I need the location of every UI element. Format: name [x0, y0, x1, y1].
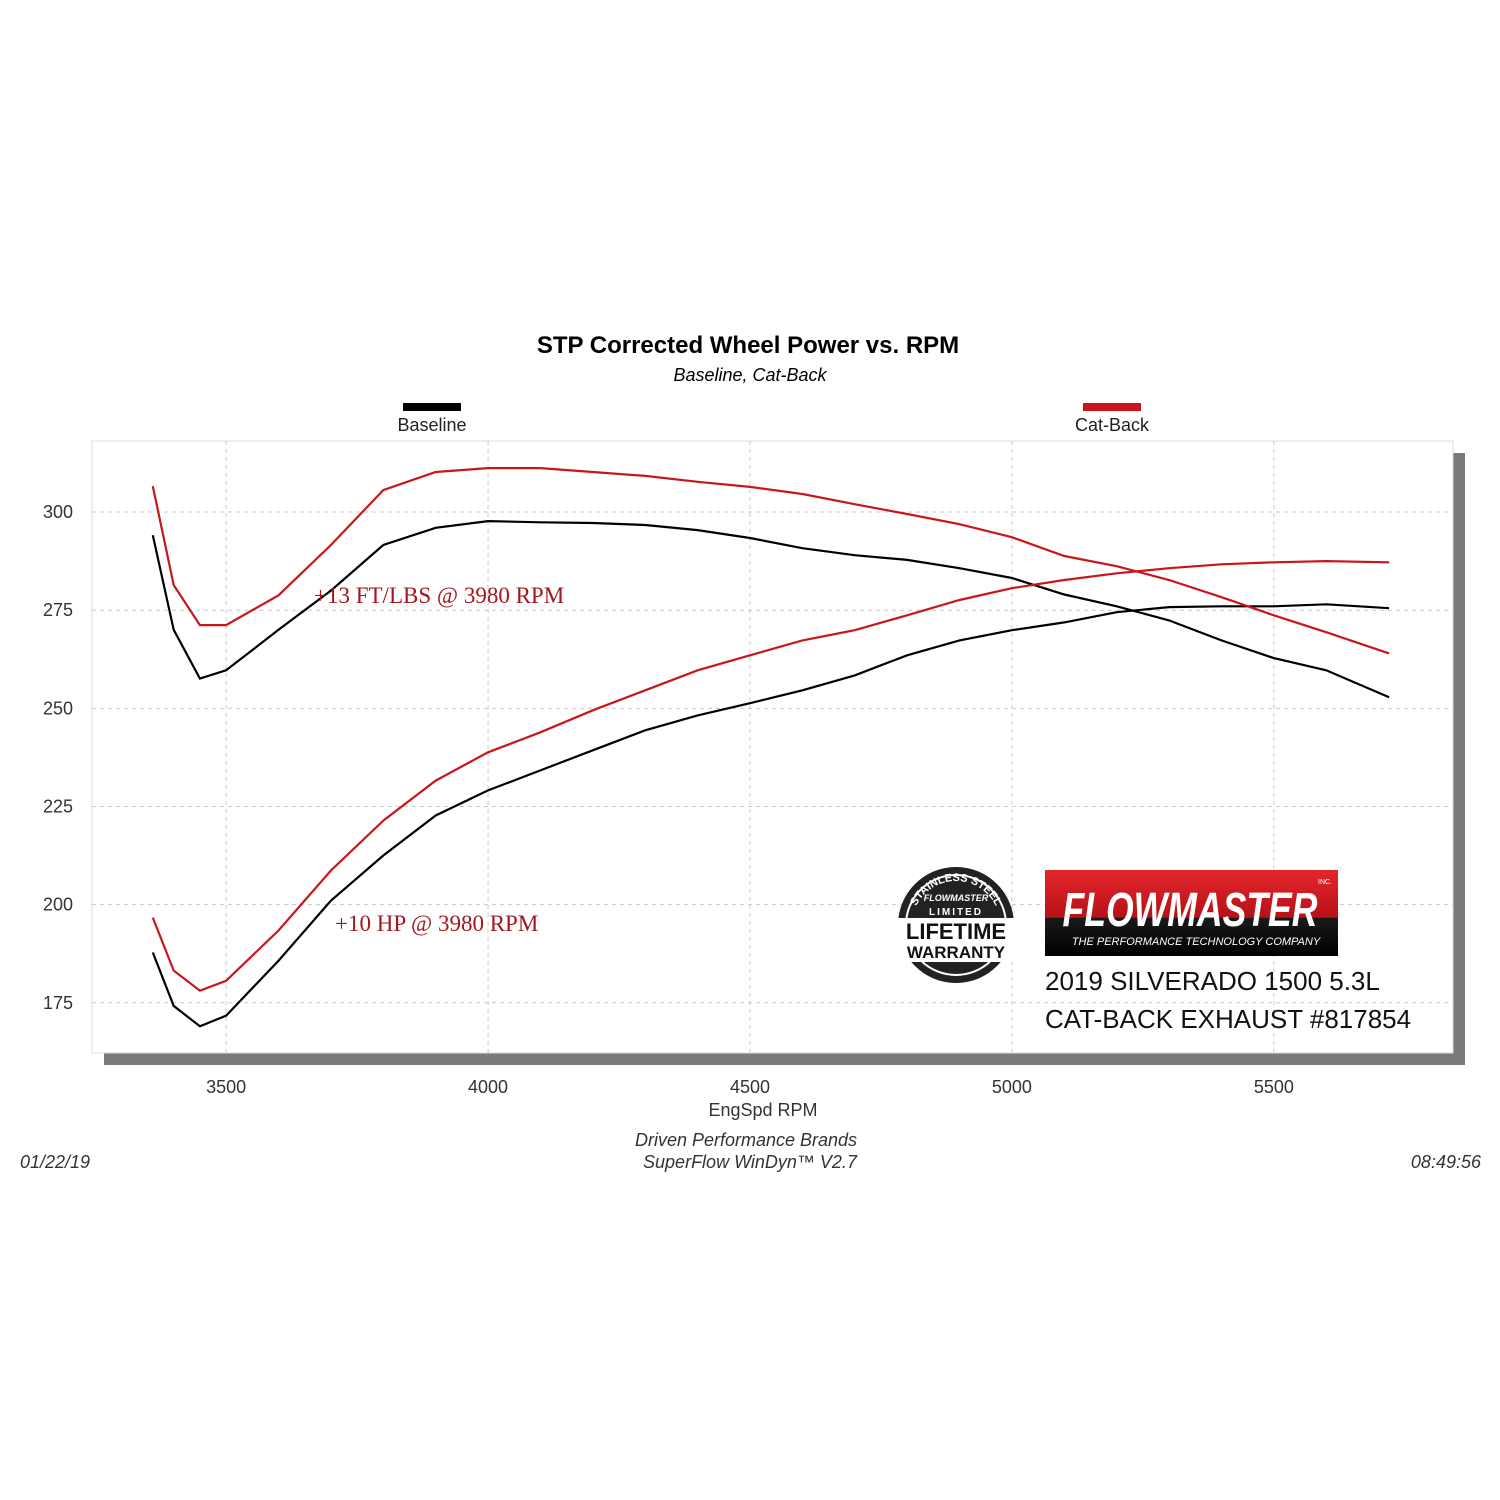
series-line — [151, 519, 1390, 699]
footer-software: SuperFlow WinDyn™ V2.7 — [643, 1152, 858, 1172]
y-tick-label: 275 — [43, 600, 73, 620]
y-tick-label: 300 — [43, 502, 73, 522]
x-tick-label: 4000 — [468, 1077, 508, 1097]
badge-banner — [890, 918, 1022, 962]
chart-subtitle: Baseline, Cat-Back — [673, 365, 827, 385]
badge-limited: LIMITED — [929, 907, 983, 918]
badge-lifetime: LIFETIME — [906, 919, 1006, 944]
y-tick-label: 200 — [43, 895, 73, 915]
brand-logo: FLOWMASTER INC. THE PERFORMANCE TECHNOLO… — [1045, 870, 1338, 956]
y-tick-label: 225 — [43, 796, 73, 816]
chart-title: STP Corrected Wheel Power vs. RPM — [537, 332, 959, 359]
x-tick-label: 5000 — [992, 1077, 1032, 1097]
series-line — [151, 467, 1390, 655]
plot: 175 200 225 250 275 300 3500 4000 4500 5000 5500 — [43, 441, 1453, 1097]
legend-swatch — [403, 403, 461, 411]
logo-box — [1045, 870, 1338, 956]
series-line — [151, 559, 1390, 992]
caption-line: 2019 SILVERADO 1500 5.3L — [1045, 966, 1380, 996]
logo-inc: INC. — [1318, 879, 1332, 886]
footer-date: 01/22/19 — [20, 1152, 90, 1172]
logo-tagline: THE PERFORMANCE TECHNOLOGY COMPANY — [1072, 936, 1321, 948]
caption-line: CAT-BACK EXHAUST #817854 — [1045, 1004, 1411, 1034]
badge-brand: FLOWMASTER — [924, 893, 989, 903]
series-line — [151, 603, 1390, 1028]
annotation: +10 HP @ 3980 RPM — [335, 911, 538, 936]
footer-time: 08:49:56 — [1411, 1152, 1482, 1172]
legend-label: Cat-Back — [1075, 415, 1150, 435]
annotation: +13 FT/LBS @ 3980 RPM — [314, 583, 564, 608]
y-tick-label: 175 — [43, 993, 73, 1013]
x-tick-label: 5500 — [1254, 1077, 1294, 1097]
legend-swatch — [1083, 403, 1141, 411]
plot-area — [91, 440, 1454, 1054]
footer-company: Driven Performance Brands — [635, 1130, 857, 1150]
warranty-badge: STAINLESS STEEL FLOWMASTER LIMITED LIFET… — [890, 867, 1022, 983]
x-tick-label: 4500 — [730, 1077, 770, 1097]
x-axis-label: EngSpd RPM — [708, 1100, 817, 1120]
y-tick-label: 250 — [43, 698, 73, 718]
badge-warranty: WARRANTY — [907, 943, 1006, 962]
legend-label: Baseline — [397, 415, 466, 435]
x-tick-label: 3500 — [206, 1077, 246, 1097]
logo-brand: FLOWMASTER — [1063, 884, 1318, 937]
